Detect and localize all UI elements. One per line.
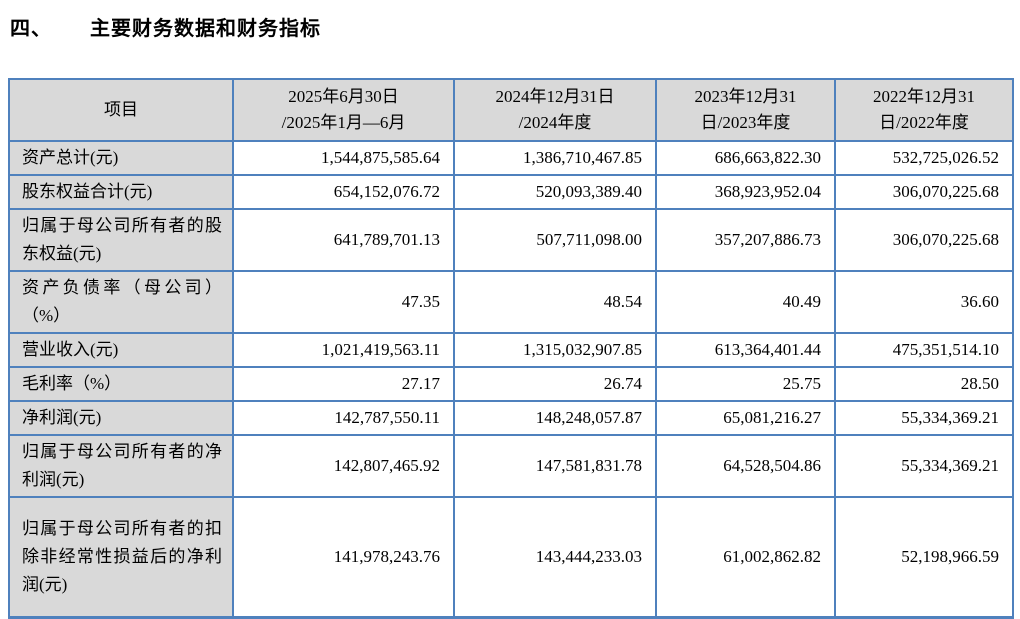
row-label: 营业收入(元) — [8, 332, 234, 368]
section-number: 四、 — [10, 18, 52, 40]
cell-value: 520,093,389.40 — [453, 174, 657, 210]
table-row-net-profit-excl-nonrecurring: 归属于母公司所有者的扣除非经常性损益后的净利润(元) 141,978,243.7… — [8, 496, 1014, 619]
row-label: 归属于母公司所有者的净利润(元) — [8, 434, 234, 498]
cell-value: 143,444,233.03 — [453, 496, 657, 619]
cell-value: 26.74 — [453, 366, 657, 402]
cell-value: 148,248,057.87 — [453, 400, 657, 436]
cell-value: 507,711,098.00 — [453, 208, 657, 272]
table-row-debt-ratio: 资产负债率（母公司）（%） 47.35 48.54 40.49 36.60 — [8, 270, 1014, 334]
column-header-2025: 2025年6月30日 /2025年1月—6月 — [232, 78, 455, 142]
column-header-2023: 2023年12月31 日/2023年度 — [655, 78, 836, 142]
cell-value: 1,315,032,907.85 — [453, 332, 657, 368]
cell-value: 142,807,465.92 — [232, 434, 455, 498]
cell-value: 55,334,369.21 — [834, 434, 1014, 498]
cell-value: 532,725,026.52 — [834, 140, 1014, 176]
cell-value: 306,070,225.68 — [834, 174, 1014, 210]
table-row-net-profit-attributable-to-parent: 归属于母公司所有者的净利润(元) 142,807,465.92 147,581,… — [8, 434, 1014, 498]
table-row-total-equity: 股东权益合计(元) 654,152,076.72 520,093,389.40 … — [8, 174, 1014, 210]
row-label: 净利润(元) — [8, 400, 234, 436]
cell-value: 1,544,875,585.64 — [232, 140, 455, 176]
cell-value: 142,787,550.11 — [232, 400, 455, 436]
cell-value: 368,923,952.04 — [655, 174, 836, 210]
cell-value: 61,002,862.82 — [655, 496, 836, 619]
cell-value: 141,978,243.76 — [232, 496, 455, 619]
cell-value: 1,021,419,563.11 — [232, 332, 455, 368]
cell-value: 357,207,886.73 — [655, 208, 836, 272]
cell-value: 52,198,966.59 — [834, 496, 1014, 619]
cell-value: 613,364,401.44 — [655, 332, 836, 368]
cell-value: 25.75 — [655, 366, 836, 402]
cell-value: 27.17 — [232, 366, 455, 402]
row-label: 归属于母公司所有者的扣除非经常性损益后的净利润(元) — [8, 496, 234, 619]
column-header-item: 项目 — [8, 78, 234, 142]
table-row-gross-margin: 毛利率（%） 27.17 26.74 25.75 28.50 — [8, 366, 1014, 402]
cell-value: 28.50 — [834, 366, 1014, 402]
cell-value: 654,152,076.72 — [232, 174, 455, 210]
financial-data-table: 项目 2025年6月30日 /2025年1月—6月 2024年12月31日 /2… — [8, 78, 1014, 619]
cell-value: 147,581,831.78 — [453, 434, 657, 498]
table-row-total-assets: 资产总计(元) 1,544,875,585.64 1,386,710,467.8… — [8, 140, 1014, 176]
cell-value: 65,081,216.27 — [655, 400, 836, 436]
cell-value: 475,351,514.10 — [834, 332, 1014, 368]
cell-value: 55,334,369.21 — [834, 400, 1014, 436]
section-title-text: 主要财务数据和财务指标 — [90, 18, 321, 40]
table-row-net-profit: 净利润(元) 142,787,550.11 148,248,057.87 65,… — [8, 400, 1014, 436]
cell-value: 641,789,701.13 — [232, 208, 455, 272]
cell-value: 40.49 — [655, 270, 836, 334]
cell-value: 47.35 — [232, 270, 455, 334]
row-label: 资产负债率（母公司）（%） — [8, 270, 234, 334]
row-label: 股东权益合计(元) — [8, 174, 234, 210]
row-label: 归属于母公司所有者的股东权益(元) — [8, 208, 234, 272]
column-header-2024: 2024年12月31日 /2024年度 — [453, 78, 657, 142]
cell-value: 36.60 — [834, 270, 1014, 334]
page-title: 四、 主要财务数据和财务指标 — [10, 12, 321, 41]
cell-value: 48.54 — [453, 270, 657, 334]
cell-value: 64,528,504.86 — [655, 434, 836, 498]
row-label: 资产总计(元) — [8, 140, 234, 176]
table-row-operating-revenue: 营业收入(元) 1,021,419,563.11 1,315,032,907.8… — [8, 332, 1014, 368]
table-row-equity-attributable-to-parent: 归属于母公司所有者的股东权益(元) 641,789,701.13 507,711… — [8, 208, 1014, 272]
row-label: 毛利率（%） — [8, 366, 234, 402]
table-header-row: 项目 2025年6月30日 /2025年1月—6月 2024年12月31日 /2… — [8, 78, 1014, 142]
column-header-2022: 2022年12月31 日/2022年度 — [834, 78, 1014, 142]
cell-value: 1,386,710,467.85 — [453, 140, 657, 176]
cell-value: 306,070,225.68 — [834, 208, 1014, 272]
cell-value: 686,663,822.30 — [655, 140, 836, 176]
